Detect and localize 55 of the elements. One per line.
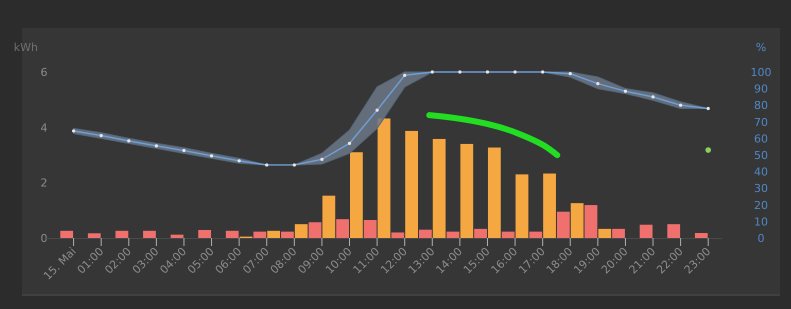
y-tick-label: 2 [40,176,48,190]
bar [391,232,404,238]
bar [570,203,584,238]
bar [640,224,653,238]
y2-axis-title: % [756,41,766,54]
bar [281,232,294,238]
bar [667,224,680,238]
bar [584,205,598,238]
bar [294,224,308,238]
y2-tick-label: 40 [754,166,768,179]
y2-tick-label: 20 [754,198,768,212]
bar [378,118,390,238]
bar [529,232,542,238]
x-tick-label: 15. Mai [41,244,79,283]
y-tick-label: 4 [40,121,48,134]
bar [322,196,336,238]
bar [115,230,128,238]
bar [350,152,363,238]
bar [556,212,570,238]
y2-tick-label: 0 [758,232,764,245]
bar [405,130,418,238]
bar [446,232,460,238]
bar [226,230,239,238]
y2-tick-label: 70 [754,116,768,129]
y2-tick-label: 10 [754,215,768,228]
bar [253,232,266,238]
bar [694,233,708,238]
bar [418,230,432,238]
y2-tick-label: 80 [754,99,768,112]
bar [198,230,212,238]
bar [598,228,612,238]
bar [143,230,156,238]
y2-tick-label: 50 [754,149,768,162]
bar [60,230,74,238]
bar [488,148,501,238]
y2-tick-label: 90 [754,82,768,96]
bar [88,233,101,238]
bar [170,234,184,238]
y2-tick-label: 60 [754,132,768,146]
bar [364,220,377,238]
y-axis-title: kWh [14,41,38,54]
y-tick-label: 6 [40,66,48,79]
bar [460,144,474,238]
bar [543,174,556,238]
bar [432,138,446,238]
y2-tick-label: 30 [754,182,768,196]
bar [336,219,350,238]
bar [308,222,322,238]
y-tick-label: 0 [40,232,48,245]
bar [267,230,280,238]
y2-tick-label: 100 [750,66,772,79]
bar [474,228,487,238]
bar [502,232,515,238]
bar [516,174,528,238]
bar [612,228,625,238]
